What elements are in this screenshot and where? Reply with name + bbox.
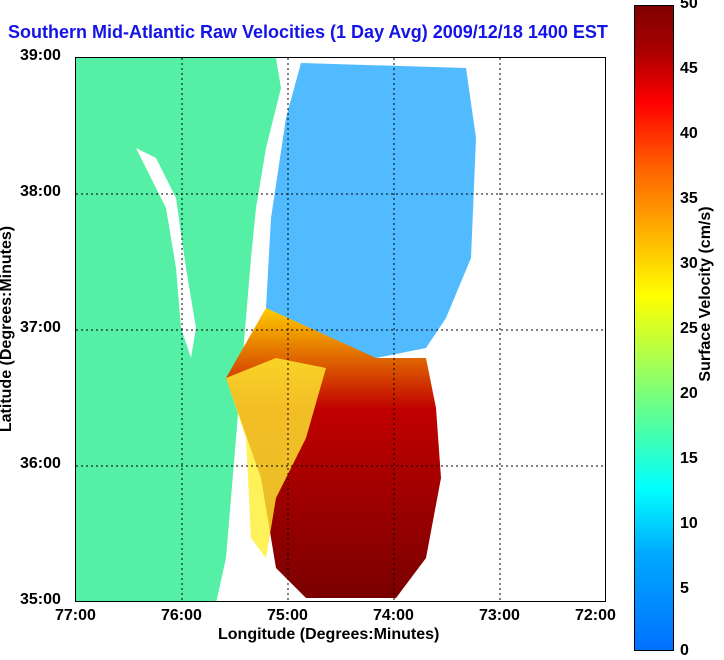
colorbar-tick: 15 — [680, 450, 698, 467]
colorbar-tick: 10 — [680, 515, 698, 532]
colorbar-tick: 5 — [680, 580, 689, 597]
colorbar-tick: 0 — [680, 642, 689, 659]
y-tick-label: 38:00 — [20, 183, 61, 200]
velocity-field-yellow — [226, 358, 326, 558]
map-title: Southern Mid-Atlantic Raw Velocities (1 … — [8, 22, 608, 42]
x-tick-label: 77:00 — [55, 607, 96, 624]
colorbar-tick: 25 — [680, 320, 698, 337]
x-tick-label: 74:00 — [373, 607, 414, 624]
y-tick-label: 39:00 — [20, 47, 61, 64]
x-tick-label: 76:00 — [161, 607, 202, 624]
colorbar-label: Surface Velocity (cm/s) — [697, 206, 714, 382]
x-axis-label: Longitude (Degrees:Minutes) — [218, 626, 440, 643]
y-tick-label: 35:00 — [20, 591, 61, 608]
y-axis-label: Latitude (Degrees:Minutes) — [0, 225, 15, 433]
y-tick-label: 36:00 — [20, 455, 61, 472]
x-tick-label: 75:00 — [267, 607, 308, 624]
x-tick-label: 72:00 — [575, 607, 616, 624]
colorbar — [634, 5, 674, 651]
colorbar-tick: 50 — [680, 0, 698, 12]
colorbar-tick: 35 — [680, 190, 698, 207]
y-tick-label: 37:00 — [20, 319, 61, 336]
chesapeake-bay — [136, 148, 196, 358]
velocity-map — [75, 57, 606, 602]
colorbar-tick: 20 — [680, 385, 698, 402]
colorbar-tick: 40 — [680, 125, 698, 142]
velocity-field-north — [266, 63, 476, 358]
colorbar-tick: 30 — [680, 255, 698, 272]
colorbar-tick: 45 — [680, 60, 698, 77]
x-tick-label: 73:00 — [479, 607, 520, 624]
